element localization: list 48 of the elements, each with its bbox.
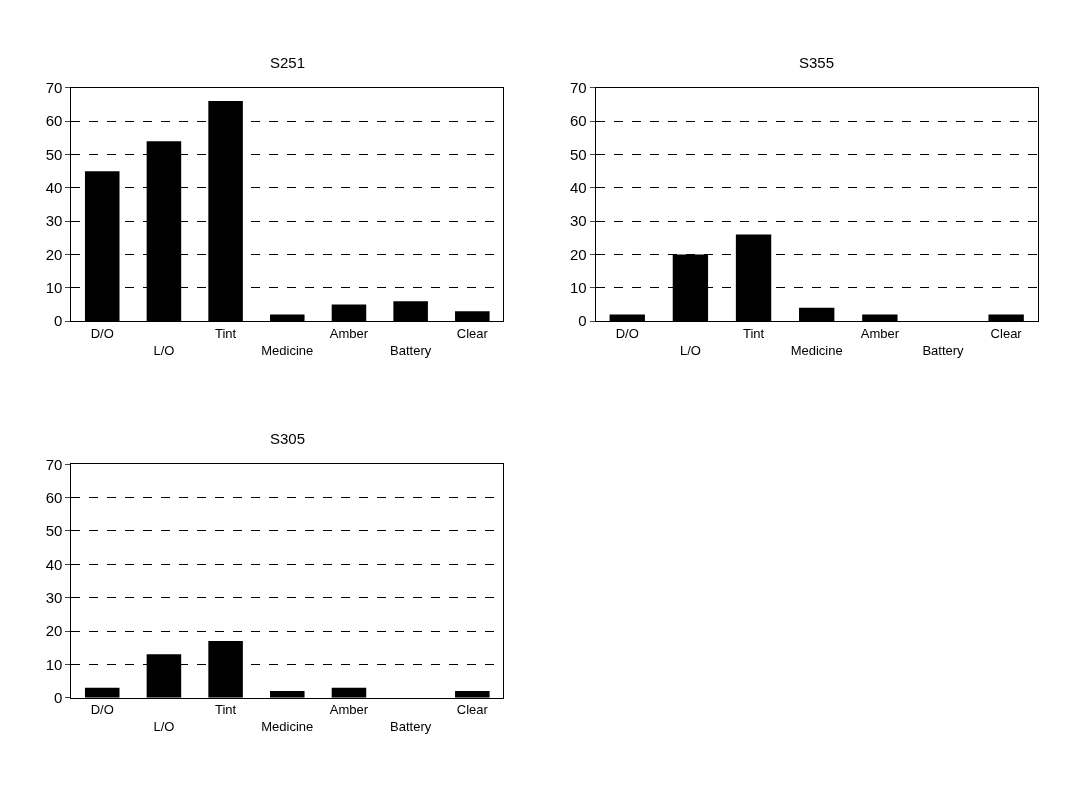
y-tick-label: 20 — [45, 622, 63, 640]
y-tick-label: 40 — [45, 179, 63, 197]
y-tick-label: 10 — [569, 279, 587, 297]
y-tick-label: 60 — [45, 112, 63, 130]
x-tick-label: Amber — [329, 325, 369, 341]
x-tick-label: Clear — [990, 325, 1023, 341]
x-tick-label: Amber — [329, 702, 369, 718]
y-tick-label: 40 — [45, 555, 63, 573]
x-tick-label: Amber — [860, 325, 900, 341]
y-tick-label: 0 — [578, 312, 587, 330]
y-tick-label: 70 — [45, 455, 63, 473]
y-tick-label: 40 — [569, 179, 587, 197]
y-tick-label: 50 — [45, 522, 63, 540]
y-tick-label: 60 — [569, 112, 587, 130]
x-tick-label: Medicine — [261, 342, 314, 358]
x-tick-label: L/O — [679, 342, 701, 358]
y-tick-label: 50 — [45, 145, 63, 163]
x-tick-label: Medicine — [790, 342, 843, 358]
x-tick-label: Tint — [215, 702, 237, 718]
y-tick-label: 20 — [45, 245, 63, 263]
y-tick-label: 10 — [45, 655, 63, 673]
y-tick-label: 30 — [45, 212, 63, 230]
y-tick-label: 70 — [569, 79, 587, 97]
x-tick-label: Medicine — [261, 719, 314, 735]
y-tick-label: 30 — [45, 588, 63, 606]
x-tick-label: Tint — [215, 325, 237, 341]
x-tick-label: D/O — [90, 702, 114, 718]
x-tick-label: D/O — [615, 325, 639, 341]
x-tick-label: Battery — [390, 342, 432, 358]
x-tick-label: L/O — [153, 719, 175, 735]
y-tick-label: 30 — [569, 212, 587, 230]
y-tick-label: 70 — [45, 79, 63, 97]
x-tick-label: D/O — [90, 325, 114, 341]
x-tick-label: Clear — [456, 702, 489, 718]
y-tick-label: 60 — [45, 488, 63, 506]
y-tick-label: 0 — [54, 312, 63, 330]
chart-title: S251 — [270, 54, 306, 71]
x-tick-label: Tint — [742, 325, 765, 341]
y-tick-label: 0 — [54, 688, 63, 706]
x-tick-label: Clear — [456, 325, 489, 341]
chart-title: S355 — [799, 54, 835, 71]
x-tick-label: Battery — [922, 342, 965, 358]
y-tick-label: 20 — [569, 245, 587, 263]
y-tick-label: 50 — [569, 145, 587, 163]
chart-title: S305 — [270, 430, 306, 447]
x-tick-label: Battery — [390, 719, 432, 735]
y-tick-label: 10 — [45, 279, 63, 297]
x-tick-label: L/O — [153, 342, 175, 358]
